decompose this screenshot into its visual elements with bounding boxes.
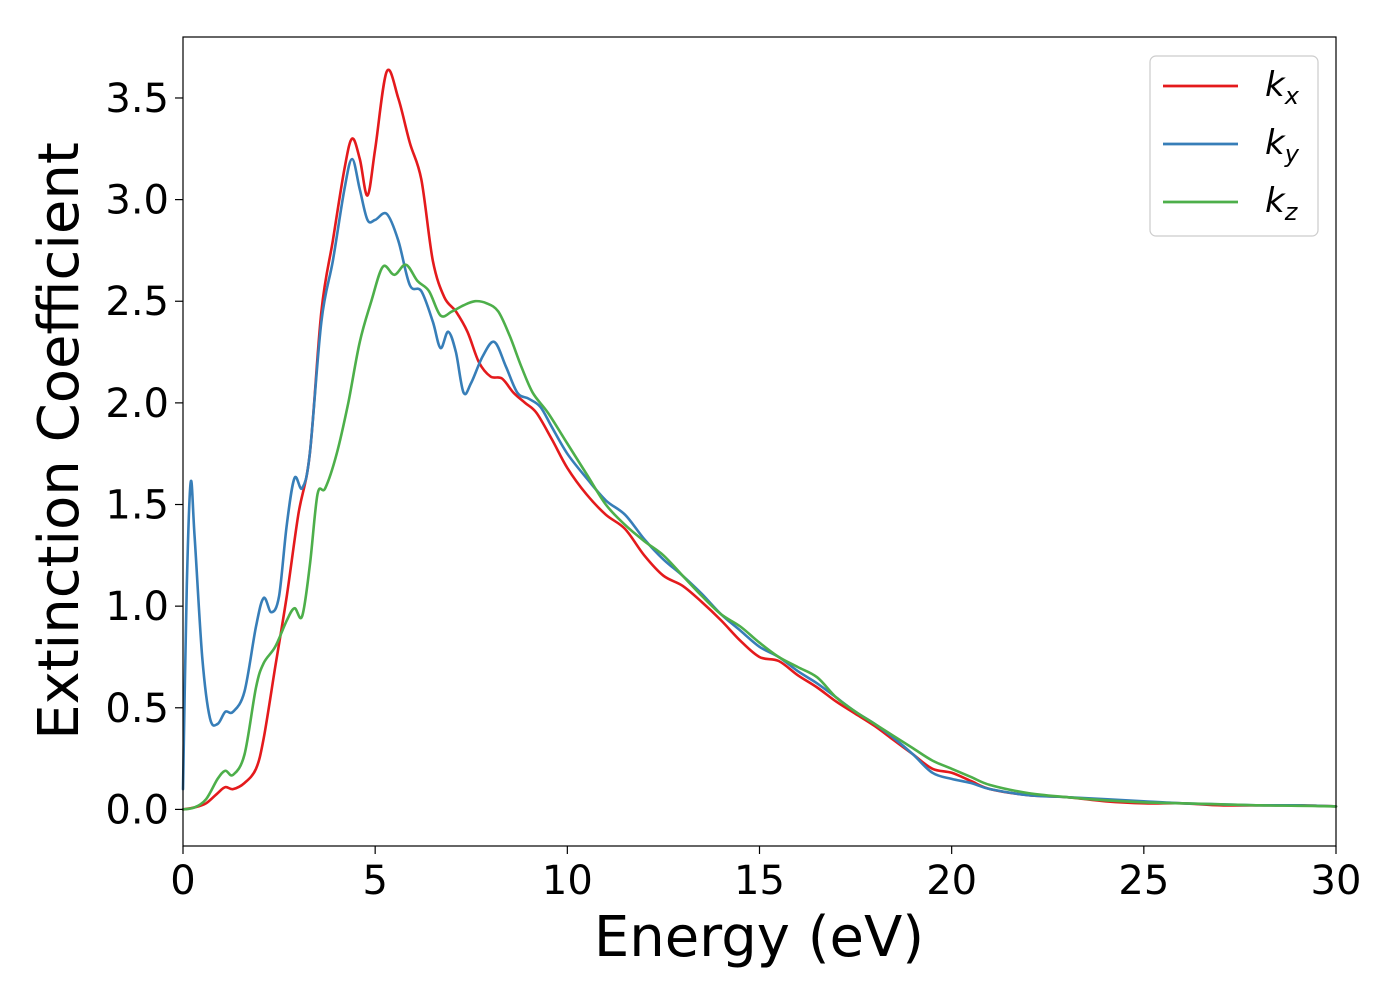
x-tick-label: 5 — [362, 858, 387, 904]
y-tick-label: 3.5 — [105, 76, 169, 122]
x-tick-label: 0 — [170, 858, 195, 904]
y-tick-label: 2.5 — [105, 279, 169, 325]
y-tick-label: 1.5 — [105, 483, 169, 529]
y-tick-label: 2.0 — [105, 381, 169, 427]
x-tick-label: 10 — [542, 858, 593, 904]
series-line-y — [181, 157, 1338, 808]
y-tick-label: 3.0 — [105, 178, 169, 224]
x-tick-label: 30 — [1311, 858, 1362, 904]
x-tick-label: 25 — [1118, 858, 1169, 904]
x-axis-title: Energy (eV) — [594, 905, 924, 970]
x-axis: 0 5 10 15 20 25 30 — [170, 846, 1361, 904]
y-axis: 0.0 0.5 1.0 1.5 2.0 2.5 3.0 3.5 — [105, 76, 183, 833]
series-line-z — [181, 263, 1338, 811]
y-tick-label: 0.5 — [105, 686, 169, 732]
x-tick-label: 15 — [734, 858, 785, 904]
y-tick-label: 1.0 — [105, 584, 169, 630]
y-tick-label: 0.0 — [105, 787, 169, 833]
series-line-x — [181, 68, 1338, 811]
x-tick-label: 20 — [926, 858, 977, 904]
legend-box — [1149, 55, 1319, 237]
series-layer — [181, 68, 1338, 811]
y-axis-title: Extinction Coefficient — [27, 142, 92, 740]
